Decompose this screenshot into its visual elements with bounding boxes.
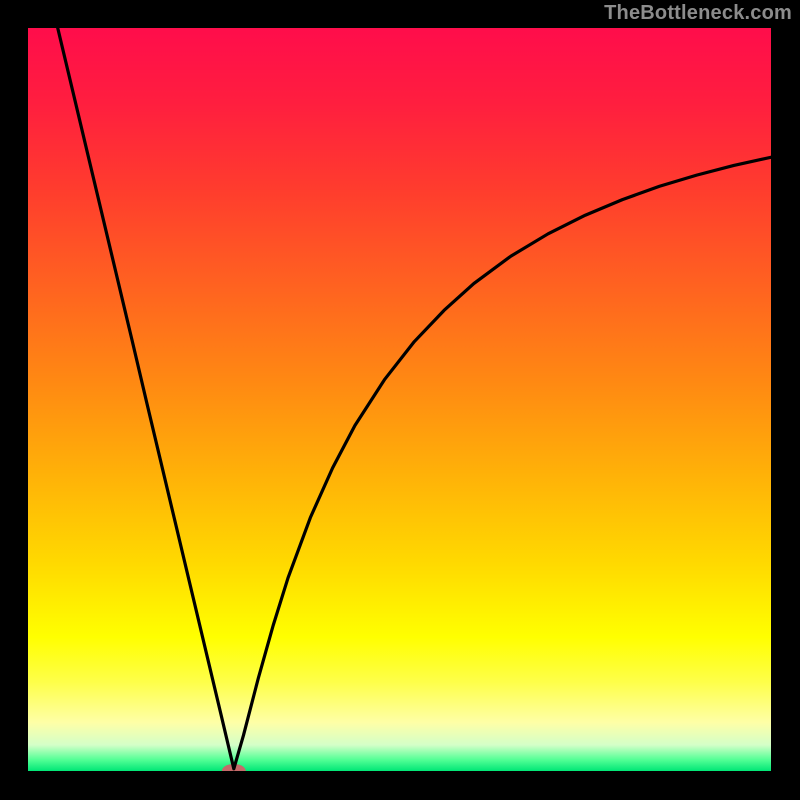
- watermark-text: TheBottleneck.com: [604, 2, 792, 25]
- gradient-background: [28, 28, 771, 771]
- chart-frame: [28, 28, 771, 771]
- bottleneck-chart: [28, 28, 771, 771]
